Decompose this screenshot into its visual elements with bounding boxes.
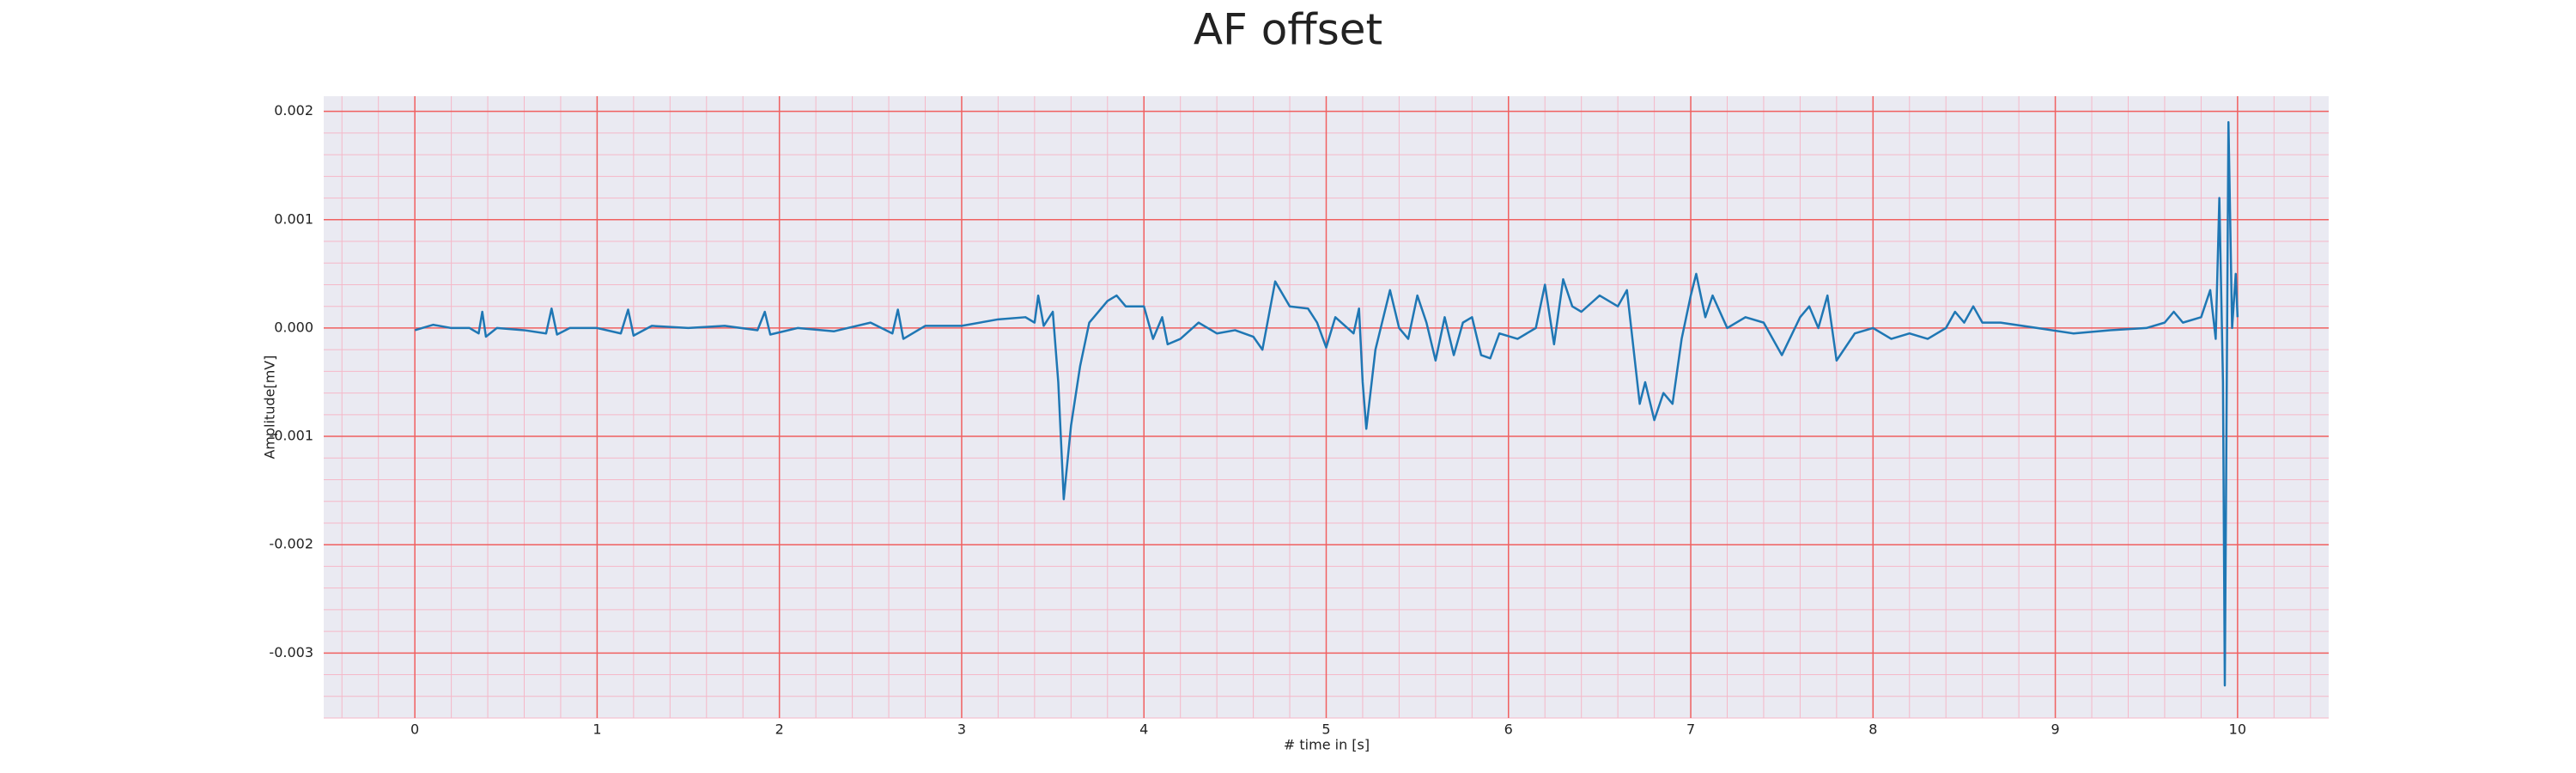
x-tick-label: 9 [2050,721,2059,738]
x-tick-label: 1 [592,721,601,738]
y-tick-label: -0.003 [269,644,313,660]
x-tick-label: 5 [1321,721,1330,738]
x-tick-label: 6 [1504,721,1513,738]
x-tick-label: 8 [1868,721,1877,738]
chart-title: AF offset [1194,5,1382,55]
x-tick-label: 2 [775,721,784,738]
x-tick-label: 3 [957,721,966,738]
data-line [414,121,2239,687]
y-tick-label: -0.002 [269,536,313,552]
x-tick-label: 0 [410,721,419,738]
x-tick-label: 10 [2229,721,2246,738]
y-axis-label: Amplitude[mV] [262,355,278,459]
x-axis-label: # time in [s] [1284,737,1370,753]
y-tick-label: 0.001 [274,210,313,227]
x-tick-label: 7 [1686,721,1695,738]
x-tick-label: 4 [1139,721,1148,738]
y-tick-label: 0.002 [274,102,313,119]
y-tick-label: 0.000 [274,319,313,335]
y-tick-label: -0.001 [269,428,313,444]
